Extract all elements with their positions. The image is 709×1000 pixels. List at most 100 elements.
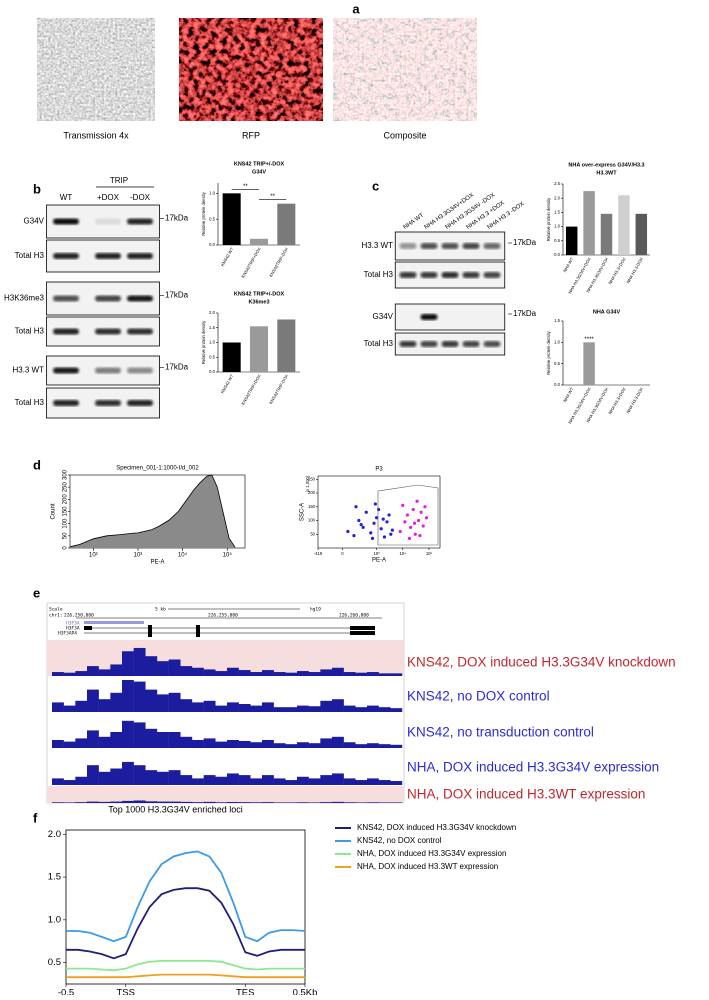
coverage-bar: [390, 781, 403, 785]
bar: [583, 191, 595, 255]
position-label: 226,260,000: [339, 613, 369, 619]
coverage-bar: [320, 700, 333, 712]
chart-title: NHA over-express G34V/H3.3: [568, 162, 644, 168]
point: [419, 510, 423, 514]
coverage-bar: [75, 700, 88, 712]
x-tick-label: -0.5: [58, 988, 74, 995]
coverage-bar: [168, 801, 181, 803]
coverage-bar: [343, 802, 356, 803]
coverage-bar: [320, 802, 333, 803]
coverage-bar: [180, 736, 193, 748]
coverage-bar: [63, 672, 76, 676]
blot-band: [483, 243, 501, 249]
y-tick-label: 0: [63, 546, 69, 550]
blot-band: [462, 243, 480, 249]
coverage-bar: [203, 775, 216, 785]
lane-label: +DOX: [97, 193, 120, 202]
coverage-bar: [227, 773, 239, 785]
coverage-bar: [87, 689, 99, 712]
line: [66, 850, 306, 943]
track-highlight: [47, 786, 404, 803]
coverage-bar: [63, 741, 76, 748]
coverage-bar: [285, 780, 298, 785]
chart-title: NHA G34V: [593, 309, 621, 315]
y-tick-label: 150: [308, 504, 316, 509]
x-tick-label: 10³: [374, 551, 381, 556]
coverage-bar: [332, 667, 344, 676]
row-label: G34V: [373, 312, 394, 321]
coverage-bar: [285, 707, 298, 712]
coverage-bar: [52, 702, 64, 712]
coverage-bar: [192, 667, 204, 676]
coverage-bar: [180, 775, 193, 785]
coverage-bar: [133, 722, 146, 748]
blot-band: [127, 295, 153, 302]
coverage-bar: [87, 765, 99, 785]
coverage-bar: [308, 706, 321, 712]
significance-label: **: [243, 184, 248, 190]
blot-row: [394, 303, 506, 331]
coverage-bar: [238, 740, 251, 748]
blot-band: [127, 367, 153, 374]
coverage-bar: [98, 699, 111, 712]
panel-label: c: [372, 178, 379, 193]
blot-band: [127, 218, 153, 225]
coverage-bar: [157, 801, 169, 803]
coverage-bar: [227, 740, 239, 748]
marker-label: 17kDa: [165, 214, 189, 223]
bar: [249, 326, 269, 372]
point: [364, 510, 368, 514]
coverage-bar: [250, 742, 263, 748]
y-tick-label: 0.5: [554, 361, 560, 366]
point: [407, 536, 412, 540]
coverage-bar: [63, 780, 76, 785]
coverage-bar: [262, 775, 274, 785]
coverage-bar: [87, 666, 99, 676]
coverage-bar: [52, 740, 64, 748]
coverage-bar: [297, 802, 309, 803]
bar: [600, 213, 613, 255]
y-tick-label: 1.0: [209, 190, 215, 195]
x-tick-label: 10⁵: [426, 551, 433, 556]
gene-model: [84, 621, 144, 624]
coverage-bar: [110, 768, 123, 785]
y-axis-label: Count: [51, 503, 57, 519]
blot-band: [441, 243, 459, 249]
coverage-bar: [145, 656, 158, 676]
coverage-bar: [122, 800, 134, 803]
coverage-bar: [238, 704, 251, 712]
x-tick-label: 10⁴: [178, 552, 188, 559]
coverage-bar: [227, 667, 239, 676]
coverage-bar: [180, 666, 193, 676]
x-tick-label: -419: [314, 551, 323, 556]
y-tick-label: 0.0: [554, 382, 560, 387]
exon: [196, 625, 200, 631]
coverage-bar: [343, 672, 356, 676]
y-tick-label: 2.0: [209, 310, 215, 315]
point: [385, 520, 389, 524]
track-label: KNS42, no DOX control: [407, 689, 550, 704]
y-tick-label: 50: [63, 532, 69, 539]
coverage-bar: [355, 780, 368, 785]
blot-band: [483, 341, 501, 347]
gate: [377, 484, 439, 546]
coverage-bar: [203, 738, 216, 748]
point: [381, 517, 385, 521]
bar: [618, 195, 630, 255]
coverage-bar: [133, 647, 146, 676]
blot-band: [127, 253, 153, 259]
point: [415, 499, 419, 503]
y-tick-label: 200: [308, 490, 316, 495]
coverage-bar: [157, 661, 169, 676]
exon: [196, 631, 200, 637]
point: [354, 505, 358, 509]
micrograph-transmission: [37, 18, 155, 121]
x-tick-label: 10²: [89, 553, 98, 559]
coverage-bar: [168, 659, 181, 676]
panel-label: d: [33, 457, 41, 472]
blot-band: [420, 314, 438, 320]
row-label: H3.3 WT: [361, 241, 393, 250]
coverage-bar: [98, 801, 111, 803]
point: [352, 534, 356, 538]
